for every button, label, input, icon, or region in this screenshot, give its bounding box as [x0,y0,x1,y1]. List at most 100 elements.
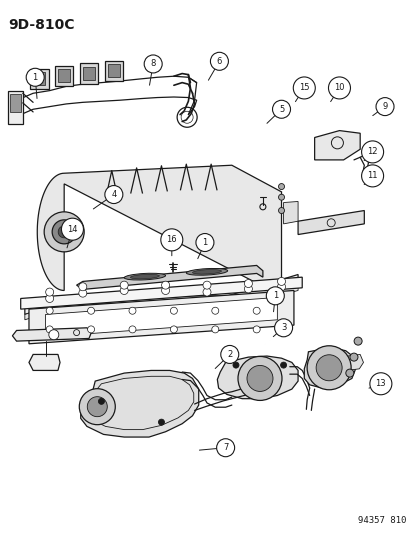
Circle shape [278,194,284,200]
Circle shape [247,366,272,391]
Circle shape [49,330,59,340]
Circle shape [52,220,76,244]
Circle shape [129,326,135,333]
Circle shape [375,98,393,116]
Circle shape [202,288,211,296]
Polygon shape [25,274,297,314]
Circle shape [78,282,87,291]
Circle shape [220,345,238,364]
Circle shape [316,355,341,381]
Text: 7: 7 [223,443,228,452]
Ellipse shape [192,270,221,274]
Polygon shape [217,356,297,399]
Circle shape [210,52,228,70]
Circle shape [120,286,128,295]
Polygon shape [21,277,301,309]
Text: 6: 6 [216,57,221,66]
Circle shape [88,307,94,314]
Circle shape [361,165,383,187]
Circle shape [244,285,252,293]
Circle shape [277,282,285,291]
Text: 94357 810: 94357 810 [357,516,405,525]
Circle shape [158,419,164,425]
Circle shape [237,357,281,400]
Polygon shape [10,94,21,112]
FancyBboxPatch shape [107,64,120,77]
Circle shape [353,337,361,345]
Circle shape [306,346,350,390]
Text: 14: 14 [67,225,78,233]
Circle shape [278,183,284,190]
Circle shape [46,307,53,314]
Polygon shape [29,354,60,370]
Text: 10: 10 [333,84,344,92]
Circle shape [26,68,44,86]
Text: 3: 3 [280,324,285,332]
Circle shape [161,281,169,289]
Circle shape [328,77,350,99]
Circle shape [195,233,214,252]
Text: 16: 16 [166,236,177,244]
Text: 12: 12 [366,148,377,156]
Circle shape [98,398,104,405]
FancyBboxPatch shape [58,69,70,82]
Circle shape [345,369,353,377]
Circle shape [78,289,87,297]
Circle shape [272,100,290,118]
Circle shape [160,229,183,251]
Circle shape [161,286,169,295]
FancyBboxPatch shape [79,63,98,84]
Text: 13: 13 [375,379,385,388]
Ellipse shape [124,273,165,280]
Circle shape [170,307,177,314]
Circle shape [253,326,259,333]
Text: 2: 2 [227,350,232,359]
Ellipse shape [130,274,159,279]
Circle shape [211,326,218,333]
Polygon shape [297,211,363,235]
FancyBboxPatch shape [104,61,123,81]
FancyBboxPatch shape [33,72,45,85]
Polygon shape [346,354,363,370]
Polygon shape [8,91,23,124]
Circle shape [233,362,238,368]
Circle shape [277,277,285,286]
Circle shape [211,307,218,314]
Circle shape [292,77,315,99]
Circle shape [129,307,135,314]
Circle shape [79,389,115,425]
Polygon shape [25,285,297,320]
Polygon shape [81,370,198,437]
Circle shape [144,55,162,73]
Text: 9: 9 [382,102,387,111]
Circle shape [369,373,391,395]
Circle shape [244,279,252,288]
Circle shape [88,326,94,333]
Circle shape [274,319,292,337]
Text: 1: 1 [202,238,207,247]
Text: 5: 5 [278,105,283,114]
Circle shape [280,362,286,368]
FancyBboxPatch shape [30,69,48,89]
FancyBboxPatch shape [83,67,95,80]
Polygon shape [37,165,281,296]
Text: 1: 1 [272,292,277,300]
Circle shape [46,326,53,333]
Circle shape [104,185,123,204]
Polygon shape [45,297,277,337]
Text: 8: 8 [150,60,155,68]
Circle shape [202,281,211,289]
Circle shape [45,294,54,303]
Circle shape [87,397,107,417]
Text: 1: 1 [33,73,38,82]
Text: 15: 15 [298,84,309,92]
Ellipse shape [186,269,227,275]
Polygon shape [314,131,359,160]
Polygon shape [304,348,355,388]
Circle shape [61,218,83,240]
Circle shape [266,287,284,305]
Polygon shape [76,265,262,289]
FancyBboxPatch shape [55,66,74,86]
Circle shape [44,212,84,252]
Circle shape [58,226,70,238]
